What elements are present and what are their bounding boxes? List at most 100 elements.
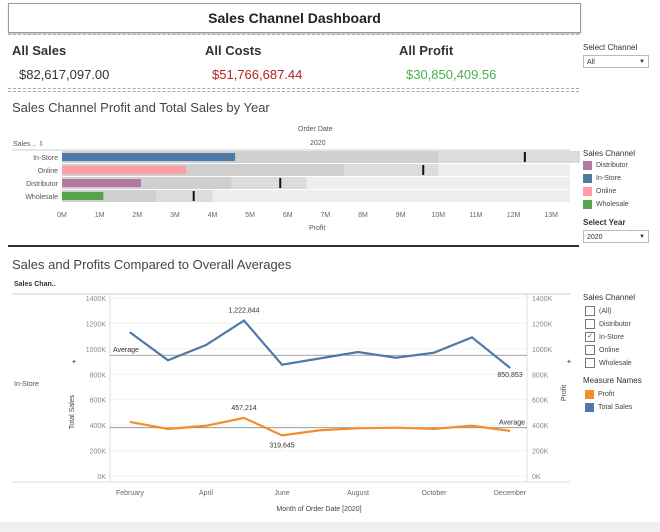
chart1-row-header[interactable]: Sales .. ⇩ [13, 140, 44, 148]
legend-item-in-store[interactable]: In-Store [583, 172, 629, 185]
category-label: Wholesale [25, 194, 58, 201]
kpi-costs-label: All Costs [205, 43, 262, 58]
chart2-ylabel-left: Total Sales [69, 394, 76, 429]
pin-icon[interactable]: ✦ [71, 358, 77, 366]
legend-item-online[interactable]: Online [583, 185, 629, 198]
x-tick-label: April [199, 490, 213, 497]
measure-label: Profit [598, 391, 615, 398]
series-point [509, 430, 511, 432]
series-point [357, 427, 359, 429]
chart1-bars [62, 152, 526, 201]
x-tick-label: June [274, 490, 289, 497]
kpi-bottom-divider [8, 88, 579, 89]
checkbox-icon[interactable] [585, 345, 595, 356]
y-tick-left: 1000K [86, 347, 107, 354]
profit-bar [62, 192, 104, 200]
x-tick-label: 2M [132, 212, 142, 219]
checkbox-icon[interactable] [585, 319, 595, 330]
series-point [281, 364, 283, 366]
series-point [471, 336, 473, 339]
chevron-down-icon: ▼ [639, 234, 645, 240]
swatch-icon [583, 160, 592, 170]
y-tick-right: 0K [532, 474, 541, 481]
series-point [243, 417, 245, 419]
annotation-label: Average [499, 420, 525, 427]
bottom-strip [0, 522, 660, 532]
y-tick-left: 200K [90, 449, 107, 456]
filter-item-online[interactable]: Online [585, 344, 632, 357]
x-tick-label: 3M [170, 212, 180, 219]
y-tick-right: 1000K [532, 347, 553, 354]
legend-item-wholesale[interactable]: Wholesale [583, 198, 629, 211]
category-label: Distributor [26, 181, 59, 188]
filter-item-in-store[interactable]: ✓ In-Store [585, 331, 632, 344]
section-divider [8, 245, 579, 247]
kpi-costs-value: $51,766,687.44 [212, 67, 303, 82]
x-tick-label: 0M [57, 212, 67, 219]
select-channel-dropdown[interactable]: All ▼ [583, 55, 649, 68]
swatch-icon [583, 199, 592, 209]
y-tick-right: 800K [532, 372, 549, 379]
x-tick-label: December [494, 490, 527, 497]
kpi-top-divider [8, 34, 579, 35]
chart2-ylabel-right: Profit [561, 385, 568, 401]
y-tick-left: 600K [90, 398, 107, 405]
x-tick-label: October [422, 490, 448, 497]
series-point [433, 428, 435, 430]
dashboard-title: Sales Channel Dashboard [208, 10, 381, 26]
y-tick-right: 200K [532, 449, 549, 456]
checkbox-icon[interactable] [585, 358, 595, 369]
measure-label: Total Sales [598, 404, 633, 411]
x-tick-label: 6M [283, 212, 293, 219]
y-tick-left: 1200K [86, 321, 107, 328]
profit-bar [62, 179, 142, 187]
filter-item-distributor[interactable]: Distributor [585, 318, 632, 331]
swatch-icon [585, 402, 594, 412]
legend-item-distributor[interactable]: Distributor [583, 159, 629, 172]
dashboard-title-box: Sales Channel Dashboard [8, 3, 581, 33]
y-tick-right: 600K [532, 398, 549, 405]
x-tick-label: 1M [95, 212, 105, 219]
chart1-column-header: Order Date [298, 126, 333, 133]
series-point [509, 367, 511, 369]
measure-item-profit[interactable]: Profit [585, 388, 632, 401]
chart1-xlabel: Profit [309, 225, 326, 232]
series-point [471, 425, 473, 427]
annotation-label: 1,222,844 [228, 308, 259, 315]
filter-item-wholesale[interactable]: Wholesale [585, 357, 632, 370]
x-tick-label: August [347, 490, 369, 497]
filter-item-all[interactable]: (All) [585, 305, 632, 318]
annotation-label: 850,853 [497, 372, 522, 379]
series-point [205, 425, 207, 427]
chart1-row-header-label: Sales .. [13, 141, 39, 148]
chart1-title: Sales Channel Profit and Total Sales by … [12, 100, 270, 115]
chart2-svg: 0K 0K 200K 200K 400K 400K 600K 600K 800K 800K 1000… [12, 293, 572, 513]
kpi-profit-label: All Profit [399, 43, 454, 58]
series-line [129, 416, 511, 437]
series-point [319, 429, 321, 431]
y-tick-left: 0K [97, 474, 106, 481]
series-point [433, 352, 435, 354]
measure-item-total-sales[interactable]: Total Sales [585, 401, 632, 414]
select-year-dropdown[interactable]: 2020 ▼ [583, 230, 649, 243]
chart1-year-header: 2020 [310, 140, 326, 147]
filter-label: Wholesale [599, 360, 632, 367]
select-channel-value: All [587, 59, 595, 66]
swatch-icon [583, 173, 592, 183]
x-tick-label: February [116, 490, 145, 497]
profit-bar [62, 153, 236, 161]
kpi-profit-value: $30,850,409.56 [406, 67, 497, 82]
chart2-xlabel: Month of Order Date [2020] [276, 506, 361, 513]
chart2-row-label: In-Store [14, 381, 39, 388]
y-tick-right: 1200K [532, 321, 553, 328]
kpi-bottom-divider-2 [8, 91, 579, 92]
checkbox-checked-icon[interactable]: ✓ [585, 332, 595, 343]
legend-label: Online [596, 188, 617, 195]
select-year-label: Select Year [583, 218, 626, 227]
annotation-label: 457,214 [231, 405, 256, 412]
pin-icon[interactable]: ✦ [566, 358, 572, 366]
measure-legend: Profit Total Sales [585, 388, 632, 414]
checkbox-icon[interactable] [585, 306, 595, 317]
sort-icon[interactable]: ⇩ [38, 141, 45, 148]
legend-label: Wholesale [596, 201, 629, 208]
